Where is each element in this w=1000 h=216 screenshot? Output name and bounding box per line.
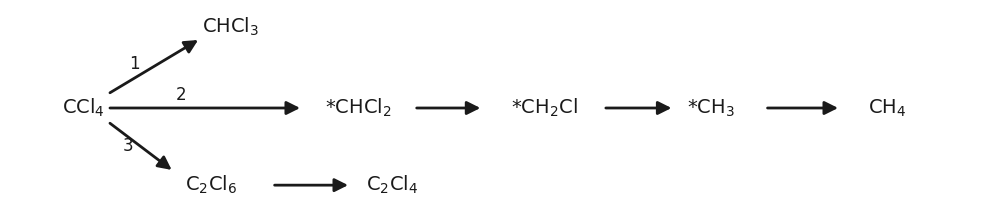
Text: C$_2$Cl$_4$: C$_2$Cl$_4$ xyxy=(366,174,418,196)
Text: CHCl$_3$: CHCl$_3$ xyxy=(202,16,259,38)
Text: *CH$_3$: *CH$_3$ xyxy=(687,97,735,119)
Text: 2: 2 xyxy=(176,86,187,104)
Text: C$_2$Cl$_6$: C$_2$Cl$_6$ xyxy=(185,174,237,196)
Text: CCl$_4$: CCl$_4$ xyxy=(62,97,105,119)
Text: CH$_4$: CH$_4$ xyxy=(868,97,906,119)
Text: 1: 1 xyxy=(129,55,140,73)
Text: *CH$_2$Cl: *CH$_2$Cl xyxy=(511,97,577,119)
Text: *CHCl$_2$: *CHCl$_2$ xyxy=(325,97,391,119)
Text: 3: 3 xyxy=(122,137,133,155)
